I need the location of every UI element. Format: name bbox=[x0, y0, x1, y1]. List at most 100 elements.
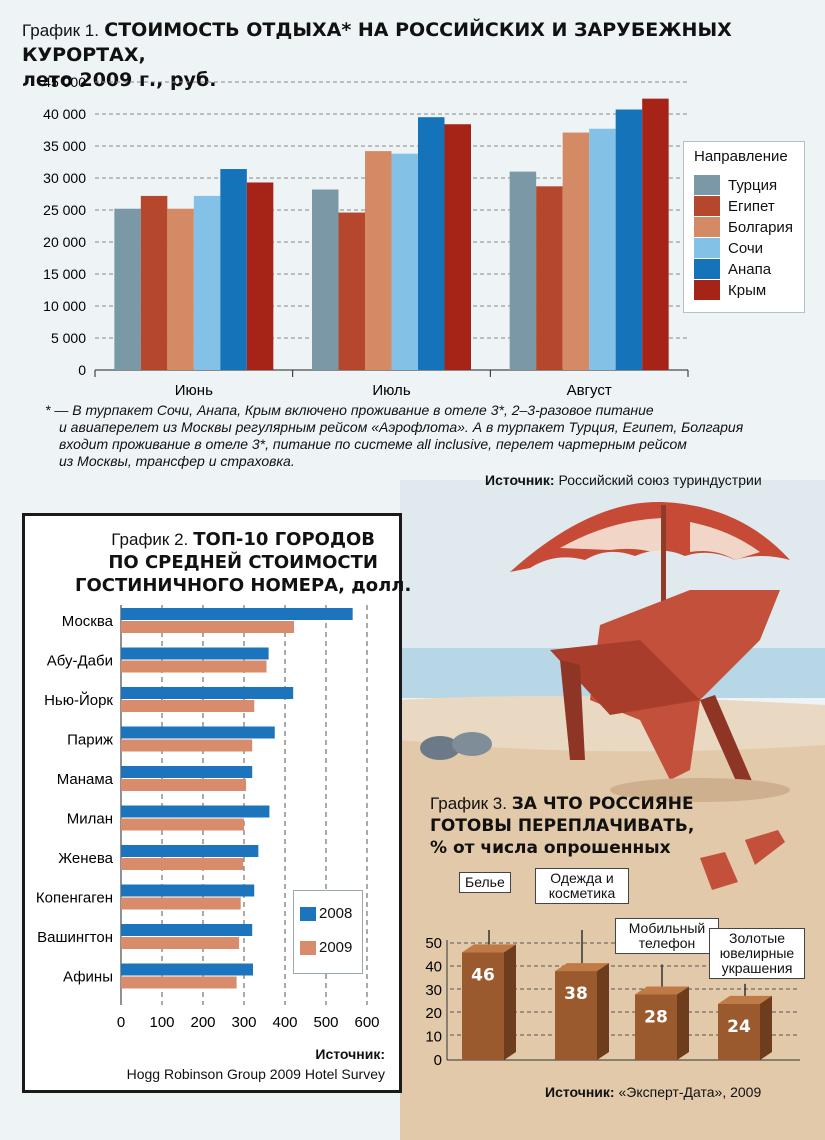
source-label: Источник: bbox=[315, 1046, 385, 1062]
y-tick-label: 20 000 bbox=[43, 234, 86, 250]
footnote-line: из Москвы, трансфер и страховка. bbox=[59, 453, 295, 469]
bar-Турция bbox=[509, 171, 537, 370]
chart1-title-line1: СТОИМОСТЬ ОТДЫХА* НА РОССИЙСКИХ И ЗАРУБЕ… bbox=[22, 19, 732, 66]
legend-label: Египет bbox=[728, 197, 775, 215]
x-tick-label: 100 bbox=[149, 1014, 174, 1031]
chart2-prefix: График 2. bbox=[111, 530, 189, 549]
legend-label-2009: 2009 bbox=[319, 939, 353, 956]
chart2-title-line: ТОП-10 ГОРОДОВ bbox=[193, 529, 376, 550]
bar-2008 bbox=[121, 766, 253, 778]
data-label: 46 bbox=[471, 965, 495, 985]
bar-2009 bbox=[121, 976, 237, 989]
bar-2009 bbox=[121, 818, 244, 831]
y-tick-label: 40 bbox=[425, 958, 442, 975]
bar-2008 bbox=[121, 845, 259, 857]
bar-2008 bbox=[121, 924, 253, 936]
bar-2009 bbox=[121, 660, 267, 673]
legend-item: Турция bbox=[694, 175, 777, 195]
bar-2009 bbox=[121, 621, 295, 633]
x-tick-label: 0 bbox=[117, 1014, 125, 1031]
y-category-label: Абу-Даби bbox=[47, 653, 113, 670]
legend-swatch bbox=[694, 196, 720, 216]
y-tick-label: 0 bbox=[434, 1052, 442, 1069]
chart1-footnote: * — В турпакет Сочи, Анапа, Крым включен… bbox=[45, 402, 775, 470]
legend-label: Крым bbox=[728, 281, 767, 299]
bar-top bbox=[718, 995, 772, 1004]
y-tick-label: 5 000 bbox=[51, 330, 86, 346]
bar-Сочи bbox=[193, 195, 221, 370]
legend-label: Турция bbox=[728, 176, 778, 194]
x-category-label: Июль bbox=[372, 382, 410, 399]
y-category-label: Милан bbox=[67, 811, 113, 828]
footnote-line: входит проживание в отеле 3*, питание по… bbox=[59, 436, 687, 452]
bar-2008 bbox=[121, 884, 255, 897]
legend-item: Крым bbox=[694, 280, 766, 300]
chart1-source: Источник: Российский союз туриндустрии bbox=[485, 472, 762, 488]
y-tick-label: 20 bbox=[425, 1005, 442, 1022]
footnote-line: и авиаперелет из Москвы регулярным рейсо… bbox=[59, 419, 744, 435]
legend-label: Болгария bbox=[728, 218, 793, 236]
legend-swatch-2009 bbox=[300, 940, 316, 955]
chart2-title: График 2. ТОП-10 ГОРОДОВ ПО СРЕДНЕЙ СТОИ… bbox=[75, 528, 411, 597]
category-text: Белье bbox=[465, 874, 505, 890]
source-text: «Эксперт-Дата», 2009 bbox=[618, 1084, 762, 1100]
chart1-legend-title: Направление bbox=[694, 148, 788, 165]
bar-Анапа bbox=[418, 117, 445, 370]
data-label: 24 bbox=[727, 1017, 751, 1037]
legend-swatch-2008 bbox=[300, 906, 316, 921]
y-tick-label: 35 000 bbox=[43, 138, 86, 154]
legend-label: Анапа bbox=[728, 260, 772, 278]
chart3-category-label: Одежда и косметика bbox=[535, 868, 629, 904]
chart1-title-line2: лето 2009 г., руб. bbox=[22, 69, 217, 91]
data-label: 28 bbox=[644, 1007, 668, 1027]
legend-item: Сочи bbox=[694, 238, 763, 258]
chart3-title: График 3. ЗА ЧТО РОССИЯНЕ ГОТОВЫ ПЕРЕПЛА… bbox=[430, 793, 694, 859]
bar-top bbox=[462, 944, 516, 953]
bar-2008 bbox=[121, 687, 294, 699]
bar-2008 bbox=[121, 963, 254, 976]
chart3-category-label: Мобильный телефон bbox=[615, 918, 719, 954]
legend-swatch bbox=[694, 175, 720, 195]
y-tick-label: 30 000 bbox=[43, 170, 86, 186]
bar-2009 bbox=[121, 937, 240, 949]
y-category-label: Москва bbox=[62, 613, 114, 630]
bar-Турция bbox=[312, 189, 339, 370]
bar-2009 bbox=[121, 700, 255, 712]
bar-2009 bbox=[121, 897, 241, 910]
x-tick-label: 500 bbox=[313, 1014, 338, 1031]
y-category-label: Нью-Йорк bbox=[44, 691, 113, 709]
footnote-line: * — В турпакет Сочи, Анапа, Крым включен… bbox=[45, 402, 654, 418]
y-category-label: Афины bbox=[63, 969, 113, 986]
y-tick-label: 15 000 bbox=[43, 266, 86, 282]
bar-Египет bbox=[140, 195, 168, 370]
legend-label-2008: 2008 bbox=[319, 905, 353, 922]
x-tick-label: 200 bbox=[190, 1014, 215, 1031]
y-category-label: Париж bbox=[67, 732, 113, 749]
chart3-title-line: ГОТОВЫ ПЕРЕПЛАЧИВАТЬ, bbox=[430, 816, 695, 836]
y-category-label: Копенгаген bbox=[36, 890, 113, 907]
legend-swatch bbox=[694, 217, 720, 237]
legend-swatch bbox=[694, 259, 720, 279]
bar-2009 bbox=[121, 779, 247, 791]
bar-side bbox=[504, 944, 516, 1060]
chart2-title-line: ГОСТИНИЧНОГО НОМЕРА, долл. bbox=[75, 575, 412, 596]
legend-swatch bbox=[694, 238, 720, 258]
chart3-source: Источник: «Эксперт-Дата», 2009 bbox=[545, 1084, 761, 1100]
y-category-label: Манама bbox=[57, 771, 114, 788]
bar bbox=[555, 971, 597, 1060]
chart2-legend: 2008 2009 bbox=[293, 890, 363, 974]
bar bbox=[462, 952, 504, 1060]
source-label: Источник: bbox=[485, 472, 555, 488]
chart3-prefix: График 3. bbox=[430, 794, 507, 813]
y-tick-label: 25 000 bbox=[43, 202, 86, 218]
chart1-prefix: График 1. bbox=[22, 21, 99, 40]
source-label: Источник: bbox=[545, 1084, 615, 1100]
bar-Крым bbox=[642, 98, 669, 370]
chart2-plot: 0 100 200 300 400 500 600 Москва Абу-Даби Нью-Йор… bbox=[36, 605, 380, 1031]
y-tick-label: 40 000 bbox=[43, 106, 86, 122]
bar-Сочи bbox=[589, 128, 616, 370]
x-category-label: Июнь bbox=[175, 382, 213, 399]
bar-Болгария bbox=[365, 151, 392, 370]
bar-Болгария bbox=[562, 132, 590, 370]
bar-2008 bbox=[121, 726, 275, 739]
